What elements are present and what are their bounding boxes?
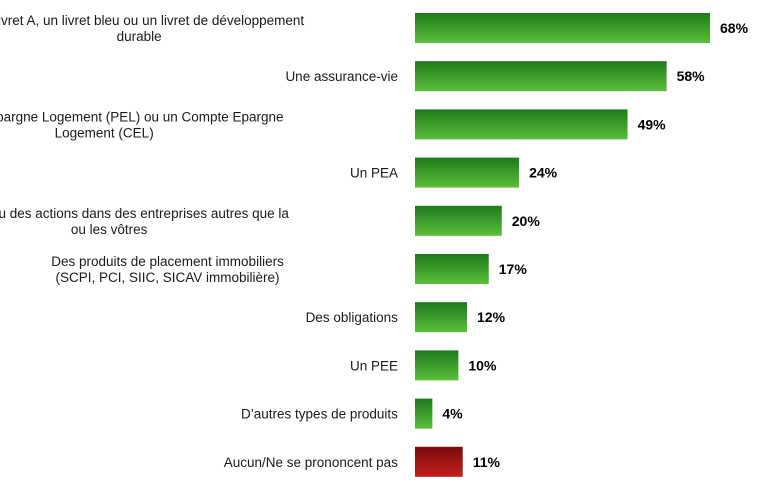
bar-2 (415, 109, 628, 140)
value-label-8: 4% (442, 406, 463, 422)
category-label-line: ou les vôtres (71, 222, 148, 237)
category-label-line: Une assurance-vie (285, 69, 398, 84)
value-label-6: 12% (477, 309, 506, 325)
category-label-line: (SCPI, PCI, SIIC, SICAV immobilière) (56, 270, 280, 285)
category-labels-group: Un livret A, un livret bleu ou un livret… (0, 13, 398, 470)
category-label-line: Un PEE (350, 358, 398, 373)
bar-9 (415, 446, 463, 477)
bar-6 (415, 302, 468, 333)
value-label-1: 58% (677, 68, 706, 84)
category-label-line: Un Plan d’Epargne Logement (PEL) ou un C… (0, 109, 284, 124)
category-label-line: Des produits de placement immobiliers (51, 254, 284, 269)
value-label-9: 11% (473, 454, 501, 470)
category-label-line: D’autres types de produits (241, 407, 398, 422)
bar-4 (415, 205, 502, 236)
category-label-line: durable (117, 29, 162, 44)
value-label-5: 17% (499, 261, 528, 277)
category-label-9: Aucun/Ne se prononcent pas (224, 455, 398, 470)
value-label-3: 24% (529, 165, 558, 181)
bar-5 (415, 254, 489, 284)
category-label-line: Des parts ou des actions dans des entrep… (0, 206, 289, 221)
category-label-5: Des produits de placement immobiliers (SC… (51, 254, 284, 285)
category-label-line: Un livret A, un livret bleu ou un livret… (0, 13, 304, 28)
bar-3 (415, 157, 520, 188)
category-label-line: Aucun/Ne se prononcent pas (224, 455, 398, 470)
category-label-4: Des parts ou des actions dans des entrep… (0, 206, 289, 237)
category-label-1: Une assurance-vie (285, 69, 398, 84)
value-labels-group: 68% 58% 49% 24% 20% 17% 12% 10% 4% 11% (442, 20, 748, 470)
value-label-0: 68% (720, 20, 749, 36)
category-label-line: Un PEA (350, 166, 398, 181)
category-label-7: Un PEE (350, 358, 398, 373)
category-label-line: Logement (CEL) (55, 125, 154, 140)
category-label-0: Un livret A, un livret bleu ou un livret… (0, 13, 304, 44)
category-label-6: Des obligations (306, 310, 399, 325)
bar-7 (415, 350, 459, 381)
category-label-3: Un PEA (350, 166, 398, 181)
bars-group (415, 13, 710, 477)
category-label-line: Des obligations (306, 310, 399, 325)
bar-1 (415, 61, 667, 92)
bar-0 (415, 13, 710, 43)
value-label-4: 20% (512, 213, 541, 229)
category-label-2: Un Plan d’Epargne Logement (PEL) ou un C… (0, 109, 284, 140)
bar-8 (415, 398, 433, 429)
value-label-2: 49% (638, 116, 667, 132)
category-label-8: D’autres types de produits (241, 407, 398, 422)
value-label-7: 10% (468, 357, 497, 373)
